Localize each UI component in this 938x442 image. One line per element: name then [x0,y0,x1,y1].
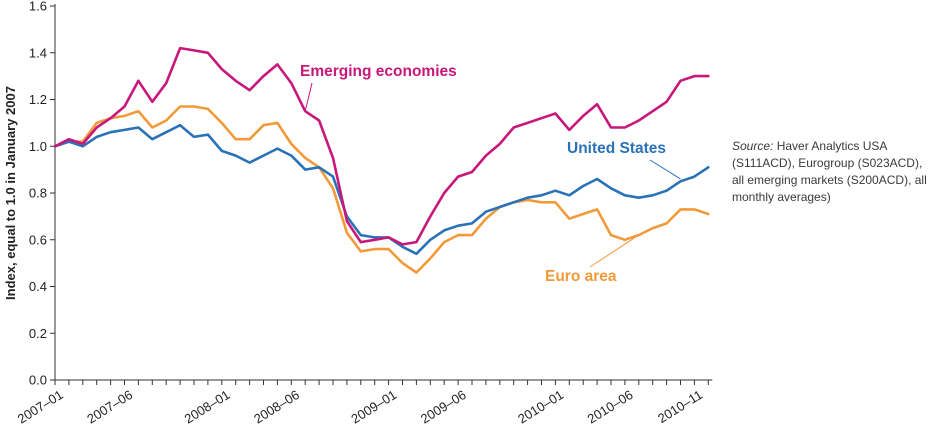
annotation-emerging-economies: Emerging economies [300,63,457,80]
y-tick-label: 1.4 [29,45,47,60]
x-tick-label: 2009–01 [348,387,399,427]
annotation-euro-area: Euro area [545,268,617,285]
series-line-euro-area [53,105,710,274]
leader-line-emerging-economies [304,82,313,112]
x-tick-label: 2009–06 [418,387,469,427]
x-tick-label: 2007–06 [84,387,135,427]
leader-line-euro-area [589,234,640,268]
y-tick-label: 0.6 [29,232,47,247]
y-tick-label: 1.6 [29,0,47,14]
x-tick-label: 2008–01 [182,387,233,427]
x-tick-label: 2010–11 [655,387,705,426]
chart-series [53,46,710,274]
x-tick-label: 2010–06 [585,387,636,427]
source-text: Haver Analytics USA (S111ACD), Eurogroup… [732,139,927,204]
source-label: Source: [732,139,774,153]
source-note: Source: Haver Analytics USA (S111ACD), E… [732,138,937,206]
annotation-united-states: United States [567,140,666,157]
y-tick-label: 0.0 [29,373,47,388]
x-tick-label: 2008–06 [251,387,302,427]
series-line-emerging-economies [53,46,710,246]
y-tick-label: 0.4 [29,279,47,294]
leader-line-united-states [649,159,681,180]
y-tick-label: 0.2 [29,326,47,341]
chart-annotations: Emerging economies United States Euro area [300,63,681,285]
y-tick-label: 1.0 [29,139,47,154]
y-tick-label: 1.2 [29,92,47,107]
y-tick-label: 0.8 [29,186,47,201]
y-axis-title: Index, equal to 1.0 in January 2007 [3,86,18,300]
x-tick-label: 2010–01 [515,387,566,427]
x-tick-label: 2007–01 [15,387,66,427]
